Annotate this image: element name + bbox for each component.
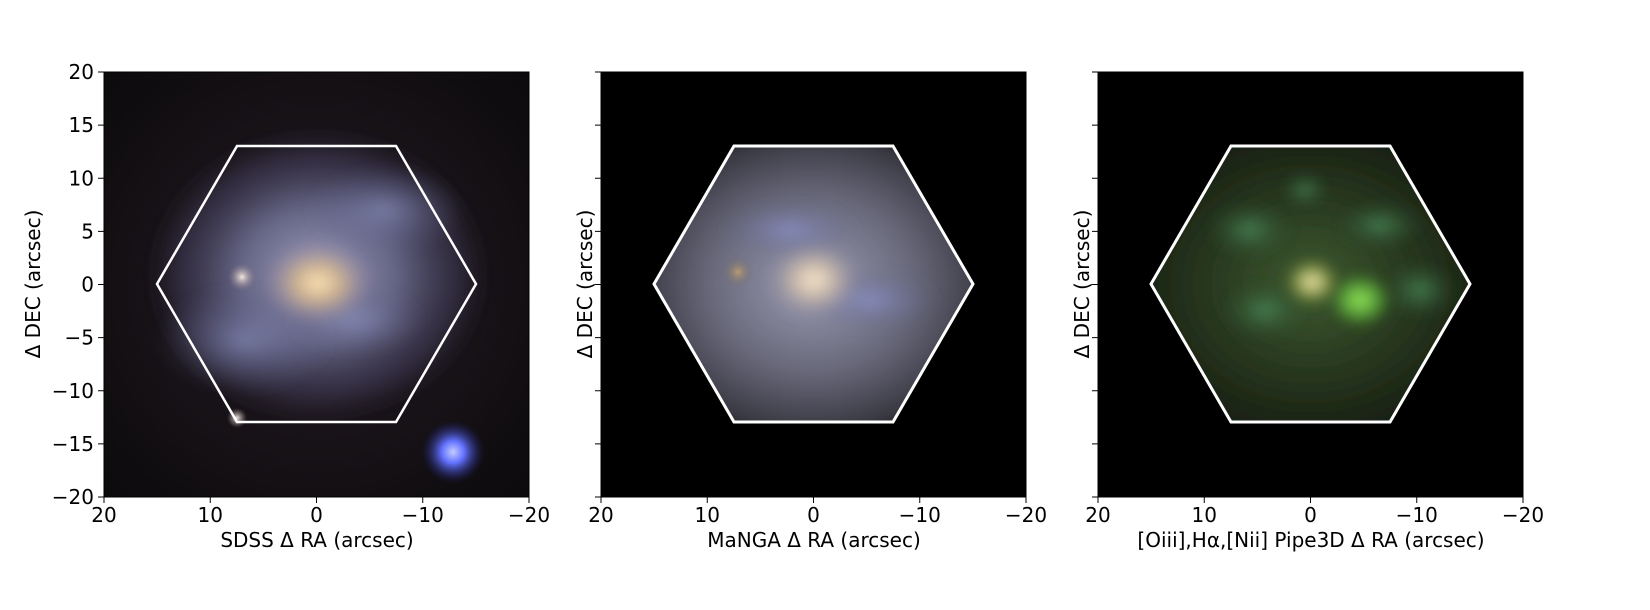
x-tick-label: −10 xyxy=(899,503,941,527)
y-tick-label: −5 xyxy=(65,326,94,350)
y-tick-label: −20 xyxy=(52,485,94,509)
manga-x-axis-label: MaNGA Δ RA (arcsec) xyxy=(707,528,921,552)
manga-panel xyxy=(600,71,1027,498)
y-tick-label: −15 xyxy=(52,432,94,456)
sdss-galaxy-image xyxy=(104,72,529,497)
y-tick-label: 5 xyxy=(81,219,94,243)
manga-hexagon xyxy=(652,144,975,424)
x-tick-label: −20 xyxy=(1502,503,1544,527)
x-tick-label: 20 xyxy=(91,503,116,527)
manga-y-axis-label: Δ DEC (arcsec) xyxy=(573,210,597,359)
y-tick-label: 15 xyxy=(69,113,94,137)
sdss-x-axis-label: SDSS Δ RA (arcsec) xyxy=(220,528,413,552)
y-tick-label: 0 xyxy=(81,273,94,297)
pipe3d-emission-line-image xyxy=(1098,72,1523,497)
x-tick-label: 0 xyxy=(310,503,323,527)
sdss-y-axis-label: Δ DEC (arcsec) xyxy=(21,210,45,359)
sdss-hexagon xyxy=(155,144,478,424)
y-tick-label: 10 xyxy=(69,166,94,190)
x-tick-label: 20 xyxy=(588,503,613,527)
pipe3d-hexagon xyxy=(1149,144,1472,424)
x-tick-label: −10 xyxy=(402,503,444,527)
x-tick-label: 10 xyxy=(695,503,720,527)
x-tick-label: 10 xyxy=(198,503,223,527)
y-tick-label: 20 xyxy=(69,60,94,84)
sdss-panel xyxy=(103,71,530,498)
x-tick-label: 20 xyxy=(1085,503,1110,527)
x-tick-label: 0 xyxy=(1304,503,1317,527)
x-tick-label: −20 xyxy=(1005,503,1047,527)
x-tick-label: −20 xyxy=(508,503,550,527)
pipe3d-panel xyxy=(1097,71,1524,498)
x-tick-label: 0 xyxy=(807,503,820,527)
y-tick-label: −10 xyxy=(52,379,94,403)
pipe3d-y-axis-label: Δ DEC (arcsec) xyxy=(1070,210,1094,359)
x-tick-label: 10 xyxy=(1192,503,1217,527)
pipe3d-x-axis-label: [Oiii],Hα,[Nii] Pipe3D Δ RA (arcsec) xyxy=(1137,528,1484,552)
manga-galaxy-image xyxy=(601,72,1026,497)
x-tick-label: −10 xyxy=(1396,503,1438,527)
